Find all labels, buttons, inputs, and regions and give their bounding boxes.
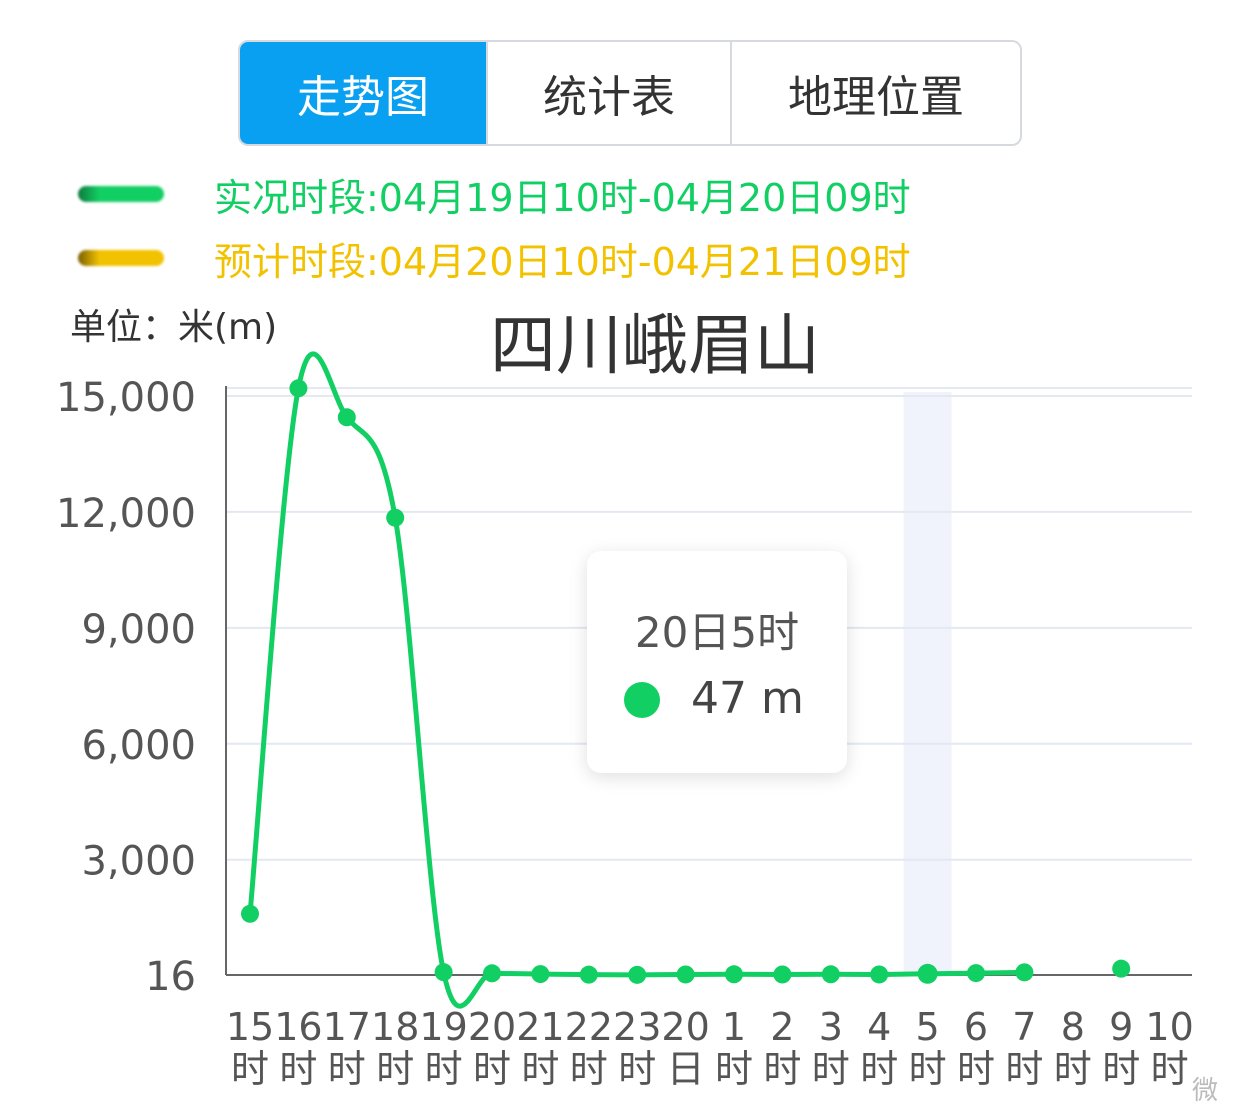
unit-label: 单位：米(m) — [70, 307, 278, 348]
series-line — [247, 351, 1027, 1009]
x-tick-label: 19 — [419, 1005, 467, 1049]
data-point — [289, 379, 308, 398]
y-tick-label: 9,000 — [81, 607, 196, 653]
x-tick-label: 23 — [613, 1005, 661, 1049]
x-tick-label: 4 — [867, 1005, 891, 1049]
data-point — [725, 965, 743, 984]
x-tick-label-unit: 时 — [618, 1047, 656, 1091]
y-tick-label: 3,000 — [81, 839, 196, 885]
x-tick-label-unit: 时 — [1102, 1047, 1140, 1091]
legend-forecast: 预计时段:04月20日10时-04月21日09时 — [78, 228, 911, 288]
legend-forecast-text: 预计时段:04月20日10时-04月21日09时 — [214, 239, 911, 284]
x-tick-label: 2 — [770, 1005, 794, 1049]
tooltip-title: 20日5时 — [634, 608, 800, 657]
x-tick-label: 22 — [565, 1005, 613, 1049]
x-tick-label-unit: 时 — [425, 1047, 463, 1091]
x-tick-label: 7 — [1012, 1005, 1036, 1049]
y-tick-label: 6,000 — [81, 723, 196, 769]
data-point — [241, 904, 259, 923]
legend-forecast-swatch — [78, 250, 164, 266]
data-point — [1015, 963, 1034, 982]
x-tick-label-unit: 时 — [1054, 1047, 1092, 1091]
data-point — [579, 965, 598, 984]
tab-trend-chart[interactable]: 走势图 — [240, 42, 486, 144]
data-point — [434, 963, 453, 982]
x-tick-label: 5 — [916, 1005, 940, 1049]
x-tick-label-unit: 时 — [231, 1047, 269, 1091]
data-point — [483, 964, 501, 983]
x-tick-label: 20 — [661, 1005, 709, 1049]
chart-title: 四川峨眉山 — [490, 307, 820, 384]
x-tick-label: 6 — [964, 1005, 988, 1049]
tab-statistics-table[interactable]: 统计表 — [486, 42, 730, 144]
x-tick-label: 15 — [226, 1005, 274, 1049]
y-tick-label: 12,000 — [56, 491, 196, 537]
x-tick-label-unit: 时 — [715, 1047, 753, 1091]
x-tick-label: 8 — [1061, 1005, 1085, 1049]
x-tick-label-unit: 时 — [1005, 1047, 1043, 1091]
view-tabs: 走势图 统计表 地理位置 — [238, 40, 1022, 146]
legend-actual-text: 实况时段:04月19日10时-04月20日09时 — [214, 175, 911, 220]
data-point — [870, 965, 889, 984]
tooltip-value: 47 m — [691, 673, 804, 724]
x-tick-label-unit: 时 — [570, 1047, 608, 1091]
x-tick-label-unit: 时 — [860, 1047, 898, 1091]
x-tick-label-unit: 时 — [957, 1047, 995, 1091]
legend-actual: 实况时段:04月19日10时-04月20日09时 — [78, 164, 911, 224]
x-tick-label: 9 — [1109, 1005, 1133, 1049]
x-tick-label-unit: 时 — [376, 1047, 414, 1091]
x-tick-label-unit: 时 — [521, 1047, 559, 1091]
tooltip-series-dot — [624, 682, 660, 718]
x-tick-label-unit: 时 — [909, 1047, 947, 1091]
x-tick-label-unit: 日 — [667, 1047, 705, 1091]
tab-geo-location[interactable]: 地理位置 — [730, 42, 1020, 144]
x-tick-label: 1 — [722, 1005, 746, 1049]
data-point — [917, 963, 938, 984]
data-point — [337, 408, 356, 427]
x-tick-label: 21 — [516, 1005, 564, 1049]
x-tick-label: 17 — [323, 1005, 371, 1049]
x-tick-label: 3 — [819, 1005, 843, 1049]
x-tick-label-unit: 时 — [473, 1047, 511, 1091]
data-point — [386, 508, 405, 527]
legend-actual-swatch — [78, 186, 164, 202]
x-tick-label-unit: 时 — [1151, 1047, 1189, 1091]
data-point — [676, 965, 695, 984]
highlight-band — [903, 392, 952, 975]
y-tick-label: 15,000 — [56, 375, 196, 421]
x-tick-label: 16 — [274, 1005, 322, 1049]
data-point — [628, 965, 647, 984]
x-tick-label: 18 — [371, 1005, 419, 1049]
x-tick-label-unit: 时 — [812, 1047, 850, 1091]
data-point — [1112, 959, 1131, 978]
data-point — [531, 965, 550, 984]
data-point — [821, 965, 840, 984]
x-tick-label: 10 — [1145, 1005, 1193, 1049]
x-tick-label-unit: 时 — [328, 1047, 366, 1091]
x-tick-label-unit: 时 — [763, 1047, 801, 1091]
data-tooltip: 20日5时 47 m — [587, 551, 847, 773]
data-point — [967, 964, 985, 983]
data-point — [773, 965, 792, 984]
x-tick-label: 20 — [468, 1005, 516, 1049]
y-tick-label: 16 — [145, 954, 196, 1000]
x-tick-label-unit: 时 — [279, 1047, 317, 1091]
watermark: 微 — [1192, 1076, 1219, 1106]
